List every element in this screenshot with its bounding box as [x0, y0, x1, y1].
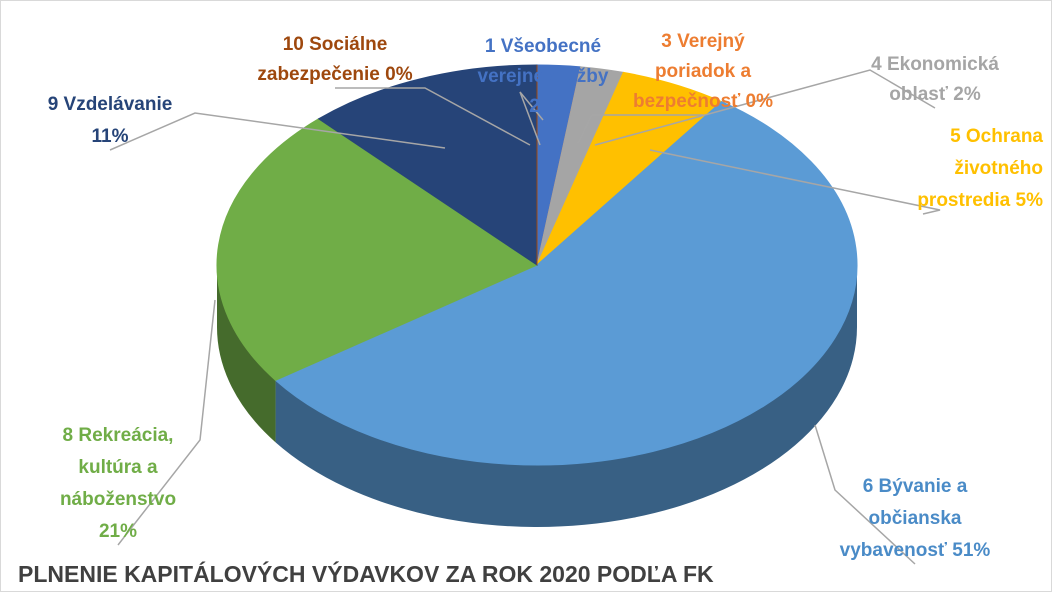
pie-slice [317, 64, 538, 266]
pie-sides [217, 265, 858, 527]
label-line: kultúra a [78, 457, 158, 478]
data-label: 1 Všeobecné verejné služby 2% [478, 36, 609, 117]
label-line: 4 Ekonomická [871, 54, 999, 75]
value-label: 21% [99, 521, 137, 542]
data-label: 3 Verejný poriadok a bezpečnosť 0% [633, 31, 773, 112]
value-label: 2% [529, 96, 557, 117]
pie-side [275, 265, 858, 527]
data-label: 9 Vzdelávanie 11% [48, 94, 173, 147]
data-label: 5 Ochrana životného prostredia 5% [917, 126, 1043, 211]
pie-slice [216, 118, 539, 381]
value-label: 2% [953, 84, 981, 105]
label-line: 3 Verejný [661, 31, 745, 52]
label-line: oblasť [889, 84, 949, 105]
leader-line [649, 149, 941, 215]
leader-line [814, 424, 916, 565]
label-line: 6 Bývanie a [863, 476, 968, 497]
value-label: 0% [385, 64, 413, 85]
label-line: náboženstvo [60, 489, 176, 510]
data-label: 8 Rekreácia, kultúra a náboženstvo 21% [60, 425, 176, 542]
label-line: životného [954, 158, 1043, 179]
label-line: zabezpečenie [257, 64, 380, 85]
leader-line [519, 91, 544, 146]
label-line: 1 Všeobecné [485, 36, 601, 57]
labels: 1 Všeobecné verejné služby 2% 3 Verejný pori… [48, 31, 1044, 561]
leader-line [117, 299, 216, 546]
label-line: prostredia [917, 190, 1010, 211]
label-line: verejné služby [478, 66, 609, 87]
pie-slice [274, 101, 858, 466]
leader-line [335, 87, 531, 146]
data-label: 10 Sociálne zabezpečenie 0% [257, 34, 412, 85]
data-label: 4 Ekonomická oblasť 2% [871, 54, 999, 105]
label-line: 10 Sociálne [283, 34, 388, 55]
leader-line [577, 114, 703, 144]
label-line: 5 Ochrana [950, 126, 1043, 147]
pie-tops [216, 64, 858, 466]
leader-line [594, 69, 936, 146]
label-line: poriadok a [655, 61, 752, 82]
pie-side [217, 265, 276, 443]
value-label: 11% [92, 126, 129, 147]
label-line: občianska [869, 508, 962, 529]
value-label: 51% [952, 540, 990, 561]
label-line: 8 Rekreácia, [63, 425, 174, 446]
label-line: vybavenosť [840, 540, 948, 561]
chart-title: PLNENIE KAPITÁLOVÝCH VÝDAVKOV ZA ROK 202… [18, 560, 714, 587]
label-line: 9 Vzdelávanie [48, 94, 173, 115]
label-line: bezpečnosť [633, 91, 741, 112]
leader-line [109, 112, 446, 151]
data-label: 6 Bývanie a občianska vybavenosť 51% [840, 476, 991, 561]
leader-lines [109, 69, 941, 565]
value-label: 5% [1016, 190, 1044, 211]
value-label: 0% [746, 91, 774, 112]
